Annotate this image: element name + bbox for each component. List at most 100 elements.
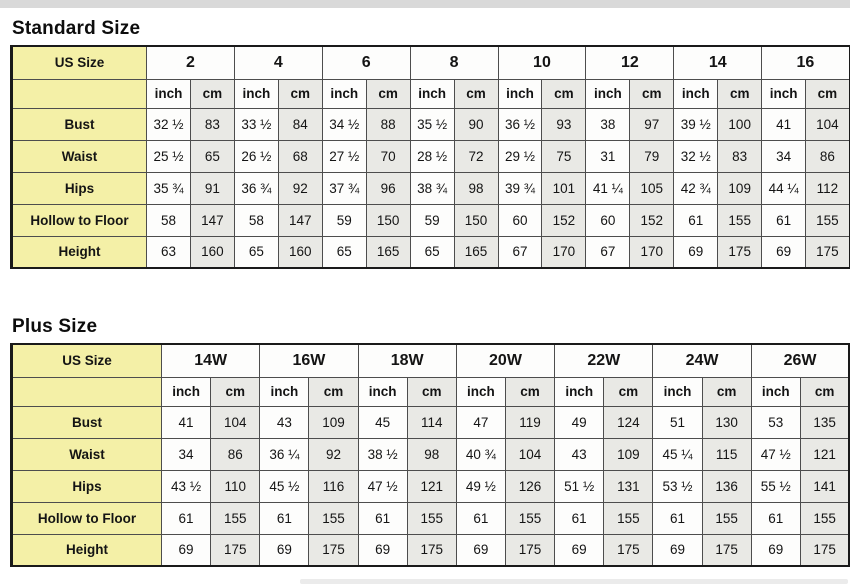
value-cell: 112 — [805, 171, 850, 205]
value-cell: 51 ½ — [554, 469, 605, 503]
value-cell: 88 — [365, 107, 411, 141]
value-cell: 175 — [406, 533, 457, 567]
value-cell: 45 ½ — [259, 469, 310, 503]
measurement-row-label: Height — [11, 533, 162, 567]
unit-header: inch — [673, 78, 719, 109]
value-cell: 69 — [160, 533, 212, 567]
standard-size-title: Standard Size — [12, 18, 141, 39]
value-cell: 37 ¾ — [321, 171, 367, 205]
value-cell: 165 — [453, 235, 499, 269]
value-cell: 34 ½ — [321, 107, 367, 141]
corner-empty-cell — [11, 376, 162, 407]
value-cell: 131 — [603, 469, 654, 503]
value-cell: 47 ½ — [750, 437, 801, 471]
standard-size-table: US Size 2 4 6 8 10 12 14 16 inch cm inch cm inch cm inc… — [10, 45, 850, 269]
value-cell: 65 — [233, 235, 279, 269]
value-cell: 175 — [603, 533, 654, 567]
value-cell: 41 — [160, 405, 212, 439]
value-cell: 25 ½ — [146, 139, 191, 173]
value-cell: 136 — [701, 469, 752, 503]
value-cell: 70 — [365, 139, 411, 173]
unit-header: inch — [146, 78, 191, 109]
value-cell: 65 — [409, 235, 455, 269]
unit-header: cm — [308, 376, 359, 407]
value-cell: 155 — [799, 501, 850, 535]
value-cell: 152 — [629, 203, 675, 237]
value-cell: 104 — [504, 437, 556, 471]
value-cell: 69 — [761, 235, 807, 269]
value-cell: 65 — [189, 139, 235, 173]
value-cell: 43 ½ — [160, 469, 212, 503]
value-cell: 59 — [321, 203, 367, 237]
unit-header: cm — [629, 78, 675, 109]
unit-header: inch — [554, 376, 605, 407]
value-cell: 147 — [189, 203, 235, 237]
value-cell: 49 — [554, 405, 605, 439]
value-cell: 96 — [365, 171, 411, 205]
value-cell: 92 — [308, 437, 359, 471]
value-cell: 45 — [357, 405, 408, 439]
value-cell: 98 — [406, 437, 457, 471]
measurement-row-label: Waist — [11, 437, 162, 471]
value-cell: 141 — [799, 469, 850, 503]
value-cell: 35 ¾ — [146, 171, 191, 205]
value-cell: 155 — [805, 203, 850, 237]
value-cell: 28 ½ — [409, 139, 455, 173]
value-cell: 98 — [453, 171, 499, 205]
value-cell: 63 — [146, 235, 191, 269]
value-cell: 69 — [357, 533, 408, 567]
value-cell: 121 — [406, 469, 457, 503]
size-header: 16W — [259, 343, 359, 378]
plus-size-title: Plus Size — [12, 316, 98, 337]
value-cell: 75 — [541, 139, 587, 173]
value-cell: 116 — [308, 469, 359, 503]
measurement-row-label: Bust — [11, 107, 147, 141]
value-cell: 152 — [541, 203, 587, 237]
size-header: 24W — [652, 343, 752, 378]
value-cell: 38 — [585, 107, 631, 141]
value-cell: 38 ½ — [357, 437, 408, 471]
corner-empty-cell — [11, 78, 147, 109]
value-cell: 31 — [585, 139, 631, 173]
value-cell: 155 — [717, 203, 763, 237]
value-cell: 36 ¼ — [259, 437, 310, 471]
value-cell: 65 — [321, 235, 367, 269]
value-cell: 33 ½ — [233, 107, 279, 141]
value-cell: 36 ½ — [497, 107, 543, 141]
value-cell: 130 — [701, 405, 752, 439]
value-cell: 39 ½ — [673, 107, 719, 141]
value-cell: 34 — [761, 139, 807, 173]
size-header: 18W — [357, 343, 457, 378]
measurement-row-label: Waist — [11, 139, 147, 173]
size-header: 22W — [554, 343, 654, 378]
unit-header: inch — [321, 78, 367, 109]
value-cell: 170 — [541, 235, 587, 269]
value-cell: 53 — [750, 405, 801, 439]
value-cell: 147 — [277, 203, 323, 237]
unit-header: cm — [189, 78, 235, 109]
unit-header: cm — [365, 78, 411, 109]
value-cell: 170 — [629, 235, 675, 269]
unit-header: cm — [453, 78, 499, 109]
value-cell: 72 — [453, 139, 499, 173]
value-cell: 165 — [365, 235, 411, 269]
unit-header: inch — [409, 78, 455, 109]
value-cell: 155 — [504, 501, 556, 535]
value-cell: 51 — [652, 405, 703, 439]
size-header: 14 — [673, 45, 763, 80]
measurement-row-label: Bust — [11, 405, 162, 439]
value-cell: 104 — [210, 405, 261, 439]
value-cell: 109 — [603, 437, 654, 471]
value-cell: 104 — [805, 107, 850, 141]
value-cell: 61 — [652, 501, 703, 535]
value-cell: 126 — [504, 469, 556, 503]
value-cell: 150 — [453, 203, 499, 237]
value-cell: 155 — [308, 501, 359, 535]
value-cell: 44 ¼ — [761, 171, 807, 205]
value-cell: 83 — [717, 139, 763, 173]
value-cell: 100 — [717, 107, 763, 141]
size-header: 26W — [750, 343, 850, 378]
unit-header: inch — [357, 376, 408, 407]
value-cell: 155 — [406, 501, 457, 535]
value-cell: 69 — [554, 533, 605, 567]
